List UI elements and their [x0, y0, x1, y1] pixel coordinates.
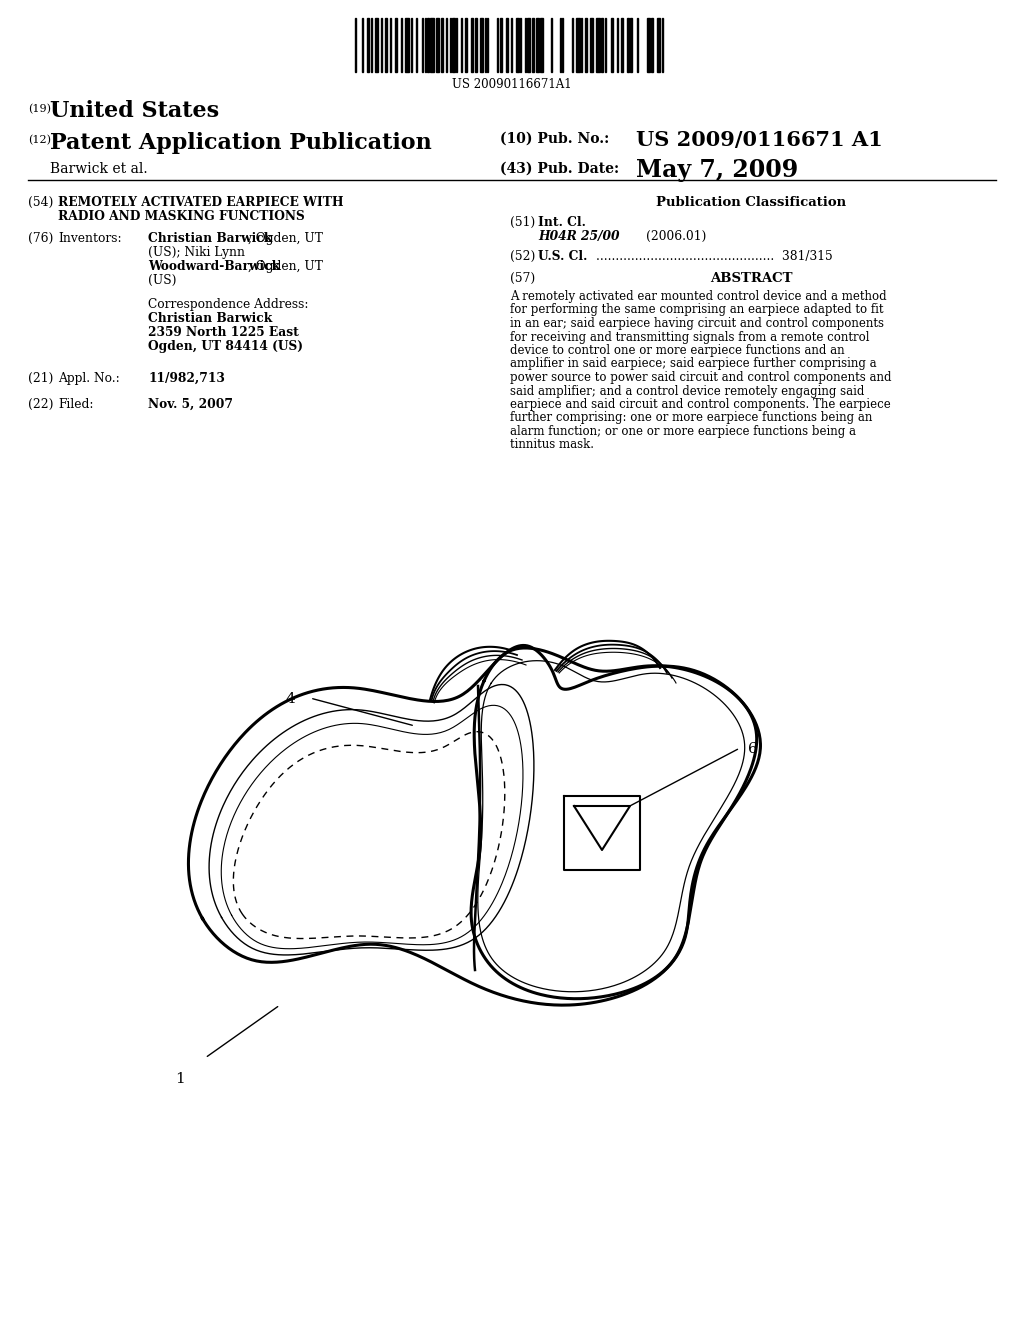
Bar [630, 18, 632, 73]
Text: (US); Niki Lynn: (US); Niki Lynn [148, 246, 245, 259]
Text: said amplifier; and a control device remotely engaging said: said amplifier; and a control device rem… [510, 384, 864, 397]
Text: further comprising: one or more earpiece functions being an: further comprising: one or more earpiece… [510, 412, 872, 425]
Text: (76): (76) [28, 232, 53, 246]
Bar [480, 18, 483, 73]
Text: RADIO AND MASKING FUNCTIONS: RADIO AND MASKING FUNCTIONS [58, 210, 305, 223]
Bar [406, 18, 409, 73]
Text: earpiece and said circuit and control components. The earpiece: earpiece and said circuit and control co… [510, 399, 891, 411]
Text: device to control one or more earpiece functions and an: device to control one or more earpiece f… [510, 345, 845, 356]
Text: , Ogden, UT: , Ogden, UT [248, 260, 323, 273]
Bar [651, 18, 653, 73]
Text: (2006.01): (2006.01) [646, 230, 707, 243]
Bar [516, 18, 519, 73]
Bar [452, 18, 455, 73]
Text: Publication Classification: Publication Classification [656, 195, 846, 209]
Text: in an ear; said earpiece having circuit and control components: in an ear; said earpiece having circuit … [510, 317, 884, 330]
Text: Christian Barwick: Christian Barwick [148, 312, 272, 325]
Text: (21): (21) [28, 372, 53, 385]
Text: (52): (52) [510, 249, 536, 263]
Text: Barwick et al.: Barwick et al. [50, 162, 147, 176]
Text: (57): (57) [510, 272, 536, 285]
Text: (43) Pub. Date:: (43) Pub. Date: [500, 162, 620, 176]
Text: for receiving and transmitting signals from a remote control: for receiving and transmitting signals f… [510, 330, 869, 343]
Bar [441, 18, 443, 73]
Text: (10) Pub. No.:: (10) Pub. No.: [500, 132, 609, 147]
Text: US 2009/0116671 A1: US 2009/0116671 A1 [636, 129, 883, 150]
Text: Appl. No.:: Appl. No.: [58, 372, 120, 385]
Bar [471, 18, 473, 73]
Bar [621, 18, 623, 73]
Bar [430, 18, 434, 73]
Bar [536, 18, 539, 73]
Bar [601, 18, 603, 73]
Bar [585, 18, 587, 73]
Text: Inventors:: Inventors: [58, 232, 122, 246]
Bar [627, 18, 629, 73]
Bar [500, 18, 502, 73]
Bar [540, 18, 543, 73]
Text: 11/982,713: 11/982,713 [148, 372, 225, 385]
Text: power source to power said circuit and control components and: power source to power said circuit and c… [510, 371, 892, 384]
Text: Int. Cl.: Int. Cl. [538, 216, 586, 228]
Text: (22): (22) [28, 399, 53, 411]
Text: ABSTRACT: ABSTRACT [710, 272, 793, 285]
Text: 1: 1 [175, 1072, 184, 1086]
Text: REMOTELY ACTIVATED EARPIECE WITH: REMOTELY ACTIVATED EARPIECE WITH [58, 195, 344, 209]
Bar [596, 18, 600, 73]
Text: (US): (US) [148, 275, 176, 286]
Text: A remotely activated ear mounted control device and a method: A remotely activated ear mounted control… [510, 290, 887, 304]
Text: alarm function; or one or more earpiece functions being a: alarm function; or one or more earpiece … [510, 425, 856, 438]
Bar [395, 18, 397, 73]
Bar [647, 18, 650, 73]
Text: May 7, 2009: May 7, 2009 [636, 158, 799, 182]
Bar [611, 18, 613, 73]
Text: (54): (54) [28, 195, 53, 209]
Bar [375, 18, 378, 73]
Text: 4: 4 [285, 692, 295, 706]
Text: 2359 North 1225 East: 2359 North 1225 East [148, 326, 299, 339]
Text: Woodward-Barwick: Woodward-Barwick [148, 260, 281, 273]
Text: H04R 25/00: H04R 25/00 [538, 230, 620, 243]
Bar [367, 18, 369, 73]
Text: Christian Barwick: Christian Barwick [148, 232, 272, 246]
Bar [657, 18, 660, 73]
Text: United States: United States [50, 100, 219, 121]
Bar [590, 18, 593, 73]
Text: Nov. 5, 2007: Nov. 5, 2007 [148, 399, 233, 411]
Bar [532, 18, 534, 73]
Bar [527, 18, 530, 73]
Bar [506, 18, 508, 73]
Text: U.S. Cl.: U.S. Cl. [538, 249, 592, 263]
Bar [465, 18, 467, 73]
Text: amplifier in said earpiece; said earpiece further comprising a: amplifier in said earpiece; said earpiec… [510, 358, 877, 371]
Text: Correspondence Address:: Correspondence Address: [148, 298, 308, 312]
Text: tinnitus mask.: tinnitus mask. [510, 438, 594, 451]
Text: ..............................................  381/315: ........................................… [596, 249, 833, 263]
Bar [475, 18, 477, 73]
Text: (19): (19) [28, 104, 51, 115]
Text: for performing the same comprising an earpiece adapted to fit: for performing the same comprising an ea… [510, 304, 884, 317]
Text: , Ogden, UT: , Ogden, UT [248, 232, 323, 246]
Text: US 20090116671A1: US 20090116671A1 [453, 78, 571, 91]
Text: Ogden, UT 84414 (US): Ogden, UT 84414 (US) [148, 341, 303, 352]
Bar [427, 18, 429, 73]
Bar [385, 18, 387, 73]
Text: Filed:: Filed: [58, 399, 93, 411]
Bar [575, 18, 580, 73]
Text: (12): (12) [28, 135, 51, 145]
Bar [436, 18, 439, 73]
Text: Patent Application Publication: Patent Application Publication [50, 132, 432, 154]
Text: 6: 6 [748, 742, 758, 756]
Text: (51): (51) [510, 216, 536, 228]
